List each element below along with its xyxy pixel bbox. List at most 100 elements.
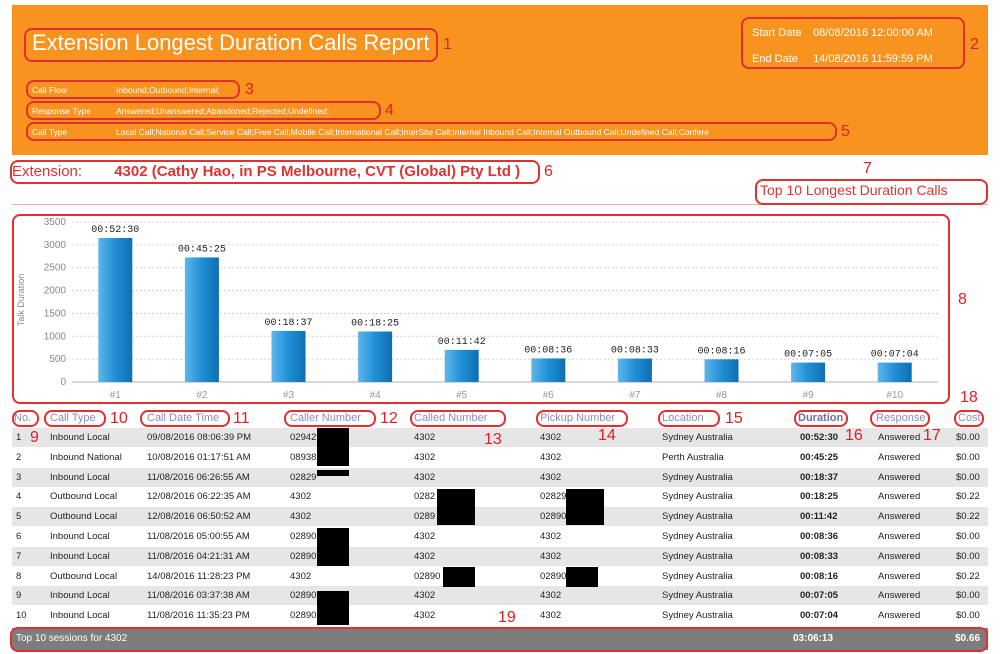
cell-type: Inbound Local <box>50 550 110 562</box>
y-axis-label: Talk Duration <box>16 274 26 327</box>
cell-location: Sydney Australia <box>662 531 733 542</box>
table-row[interactable]: 5 Outbound Local 12/08/2016 06:50:52 AM 430… <box>12 507 988 527</box>
filter-value: Local Call;National Call;Service Call;Fr… <box>116 127 709 137</box>
annotation-number: 6 <box>544 163 553 180</box>
annotation-box <box>410 410 506 427</box>
divider <box>12 204 988 205</box>
annotation-number: 9 <box>30 429 39 446</box>
cell-called: 02890 <box>414 570 441 582</box>
bar[interactable] <box>791 362 826 382</box>
cell-caller: 4302 <box>290 511 312 523</box>
cell-no: 1 <box>16 432 22 443</box>
annotation-number: 3 <box>245 81 254 98</box>
cell-location: Sydney Australia <box>662 471 733 483</box>
filter-call-flow: Call Flow Inbound;Outbound;Internal; <box>32 85 220 95</box>
annotation-box <box>794 410 848 427</box>
table-row[interactable]: 3 Inbound Local 11/08/2016 06:26:55 AM 0282… <box>12 467 988 487</box>
col-pickup-number[interactable]: Pickup Number <box>540 412 616 424</box>
bar-data-label: 00:52:30 <box>91 225 139 236</box>
annotation-box <box>870 410 930 427</box>
col-response[interactable]: Response <box>876 412 926 424</box>
table-row[interactable]: 10 Inbound Local 11/08/2016 11:35:23 PM 028… <box>12 606 988 625</box>
bar[interactable] <box>531 358 566 382</box>
start-date-value: 08/08/2016 12:00:00 AM <box>813 27 933 39</box>
annotation-box <box>536 410 628 427</box>
bar[interactable] <box>617 358 652 382</box>
y-tick-label: 0 <box>60 377 66 388</box>
cell-caller: 08938 <box>290 451 317 463</box>
cell-response: Answered <box>878 550 921 562</box>
annotation-number: 5 <box>841 123 850 140</box>
annotation-box <box>658 410 720 427</box>
table-row[interactable]: 4 Outbound Local 12/08/2016 06:22:35 AM 430… <box>12 487 988 506</box>
bar[interactable] <box>877 362 912 382</box>
bar[interactable] <box>184 257 219 382</box>
bar[interactable] <box>704 359 739 382</box>
annotation-number: 8 <box>958 291 967 308</box>
cell-location: Sydney Australia <box>662 610 733 622</box>
x-tick-label: #2 <box>196 390 208 401</box>
cell-no: 4 <box>16 491 22 503</box>
table-footer: Top 10 sessions for 4302 03:06:13 $0.66 <box>12 628 988 650</box>
bar[interactable] <box>444 349 479 382</box>
col-call-date-time[interactable]: Call Date Time <box>147 412 220 424</box>
filter-response-type: Response Type Answered;Unanswered;Abandon… <box>32 106 329 116</box>
cell-response: Answered <box>878 570 921 582</box>
cell-location: Sydney Australia <box>662 570 733 582</box>
cell-no: 5 <box>16 511 22 523</box>
col-duration[interactable]: Duration <box>798 412 844 424</box>
table-row[interactable]: 6 Inbound Local 11/08/2016 05:00:55 AM 0289… <box>12 527 988 546</box>
bar[interactable] <box>98 238 133 382</box>
cell-type: Outbound Local <box>50 511 118 523</box>
cell-called: 0289 <box>414 511 436 523</box>
cell-response: Answered <box>878 432 921 443</box>
table-row[interactable]: 9 Inbound Local 11/08/2016 03:37:38 AM 0289… <box>12 586 988 606</box>
annotation-number: 4 <box>385 102 394 119</box>
annotation-box <box>12 410 39 427</box>
cell-datetime: 11/08/2016 11:35:23 PM <box>147 610 250 622</box>
annotation-box <box>26 80 240 99</box>
bar-data-label: 00:18:25 <box>351 318 399 329</box>
cell-pickup: 02829 <box>540 491 567 503</box>
x-tick-label: #10 <box>886 390 903 401</box>
cell-location: Sydney Australia <box>662 590 733 602</box>
col-call-type[interactable]: Call Type <box>50 412 96 424</box>
bar[interactable] <box>271 330 306 382</box>
cell-datetime: 11/08/2016 04:21:31 AM <box>147 550 250 562</box>
table-header: No. Call Type Call Date Time Caller Numb… <box>12 410 988 428</box>
x-tick-label: #1 <box>110 390 122 401</box>
col-caller-number[interactable]: Caller Number <box>290 412 361 424</box>
col-cost[interactable]: Cost <box>958 412 981 424</box>
table-row[interactable]: 2 Inbound National 10/08/2016 01:17:51 AM 0… <box>12 448 988 467</box>
footer-label: Top 10 sessions for 4302 <box>16 633 128 644</box>
cell-called: 4302 <box>414 550 436 562</box>
annotation-box <box>954 410 984 427</box>
table-row[interactable]: 1 Inbound Local 09/08/2016 08:06:39 PM 0294… <box>12 428 988 447</box>
cell-caller: 02942 <box>290 432 317 443</box>
cell-datetime: 09/08/2016 08:06:39 PM <box>147 432 252 443</box>
redaction-block <box>317 591 349 625</box>
cell-pickup: 4302 <box>540 610 562 622</box>
x-tick-label: #7 <box>629 390 641 401</box>
end-date-label: End Date <box>752 53 798 65</box>
bar-data-label: 00:08:33 <box>611 346 659 357</box>
table-row[interactable]: 8 Outbound Local 14/08/2016 11:28:23 PM 430… <box>12 567 988 586</box>
annotation-number: 13 <box>484 431 502 448</box>
bar[interactable] <box>358 331 393 382</box>
annotation-box <box>10 627 988 652</box>
cell-datetime: 14/08/2016 11:28:23 PM <box>147 570 251 582</box>
filter-label: Call Type <box>32 127 68 137</box>
cell-pickup: 02890 <box>540 570 567 582</box>
cell-duration: 00:45:25 <box>800 451 839 463</box>
col-location[interactable]: Location <box>662 412 704 424</box>
table-row[interactable]: 7 Inbound Local 11/08/2016 04:21:31 AM 0289… <box>12 546 988 566</box>
y-tick-label: 500 <box>49 354 66 365</box>
cell-duration: 00:18:25 <box>800 491 839 503</box>
cell-datetime: 11/08/2016 03:37:38 AM <box>147 590 250 602</box>
x-tick-label: #4 <box>370 390 382 401</box>
col-called-number[interactable]: Called Number <box>414 412 488 424</box>
extension-value: 4302 (Cathy Hao, in PS Melbourne, CVT (G… <box>114 163 521 180</box>
filter-value: Answered;Unanswered;Abandoned;Rejected;U… <box>116 106 330 116</box>
cell-type: Inbound Local <box>50 531 110 542</box>
annotation-box <box>44 410 106 427</box>
